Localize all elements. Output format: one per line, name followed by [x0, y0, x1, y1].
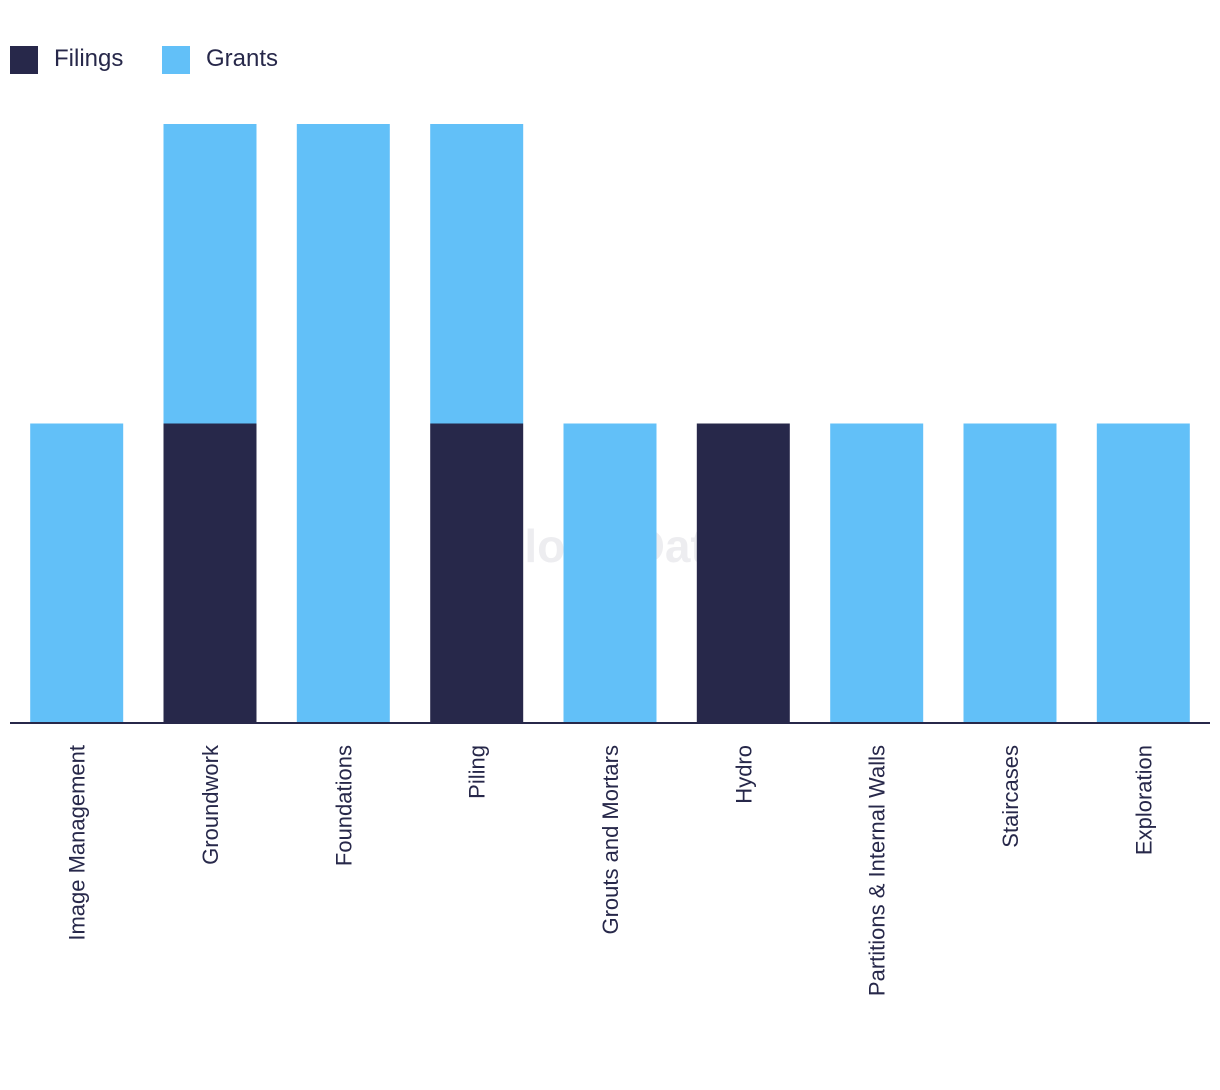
legend-swatch-filings [10, 46, 38, 74]
bar-grants-1 [163, 124, 257, 424]
bar-grants-4 [563, 423, 657, 723]
bar-grants-0 [30, 423, 124, 723]
bar-filings-3 [430, 423, 524, 723]
x-tick-labels: Image Management Groundwork Foundations Pil… [65, 744, 1157, 996]
bar-grants-3 [430, 124, 524, 424]
x-tick-label-1: Groundwork [198, 744, 223, 865]
bar-grants-8 [1096, 423, 1190, 723]
bar-grants-7 [963, 423, 1057, 723]
x-tick-label-6: Partitions & Internal Walls [865, 745, 890, 996]
x-tick-label-5: Hydro [731, 745, 756, 804]
x-tick-label-4: Grouts and Mortars [598, 745, 623, 935]
x-tick-label-2: Foundations [331, 745, 356, 866]
x-tick-label-3: Piling [465, 745, 490, 799]
legend-label-filings: Filings [54, 45, 123, 72]
bars-group [30, 124, 1190, 723]
x-tick-label-0: Image Management [65, 745, 90, 941]
legend: Filings Grants [10, 45, 278, 74]
x-tick-label-8: Exploration [1131, 745, 1156, 855]
bar-grants-6 [830, 423, 924, 723]
x-tick-label-7: Staircases [998, 745, 1023, 848]
legend-label-grants: Grants [206, 45, 278, 72]
bar-filings-5 [696, 423, 790, 723]
bar-grants-2 [296, 124, 390, 723]
bar-filings-1 [163, 423, 257, 723]
legend-swatch-grants [162, 46, 190, 74]
